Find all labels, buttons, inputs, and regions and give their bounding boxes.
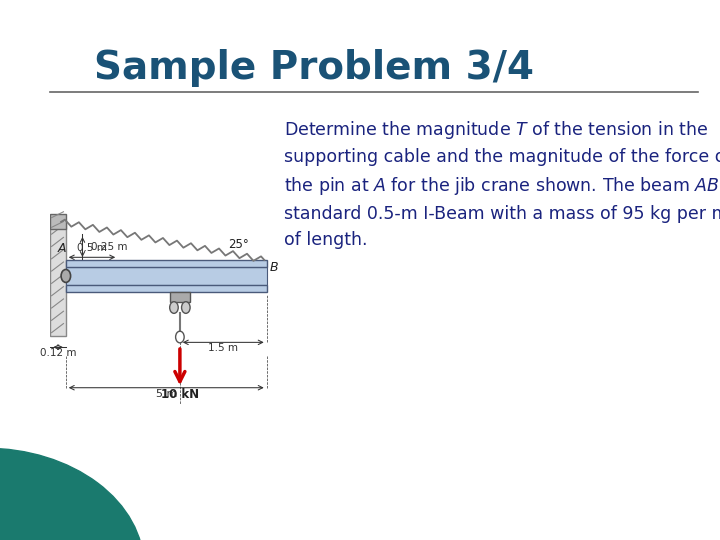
Bar	[50, 214, 66, 229]
Bar	[50, 222, 66, 336]
Bar	[66, 260, 266, 267]
Text: Determine the magnitude $T$ of the tension in the
supporting cable and the magni: Determine the magnitude $T$ of the tensi…	[284, 119, 720, 249]
Text: 0.12 m: 0.12 m	[40, 348, 76, 358]
Text: 1.5 m: 1.5 m	[208, 343, 238, 354]
Text: 0.5 m: 0.5 m	[77, 243, 107, 253]
Circle shape	[181, 302, 190, 313]
Circle shape	[170, 302, 179, 313]
Text: B: B	[269, 261, 278, 274]
Text: 0.25 m: 0.25 m	[91, 242, 127, 252]
Circle shape	[0, 448, 144, 540]
Bar	[66, 267, 266, 285]
Bar	[170, 292, 190, 302]
Text: 10 kN: 10 kN	[161, 388, 199, 401]
Bar	[66, 285, 266, 292]
Circle shape	[61, 269, 71, 282]
Text: Sample Problem 3/4: Sample Problem 3/4	[94, 49, 534, 86]
Text: A: A	[58, 241, 66, 255]
Text: 5 m: 5 m	[156, 389, 177, 400]
Text: 25°: 25°	[228, 238, 248, 251]
